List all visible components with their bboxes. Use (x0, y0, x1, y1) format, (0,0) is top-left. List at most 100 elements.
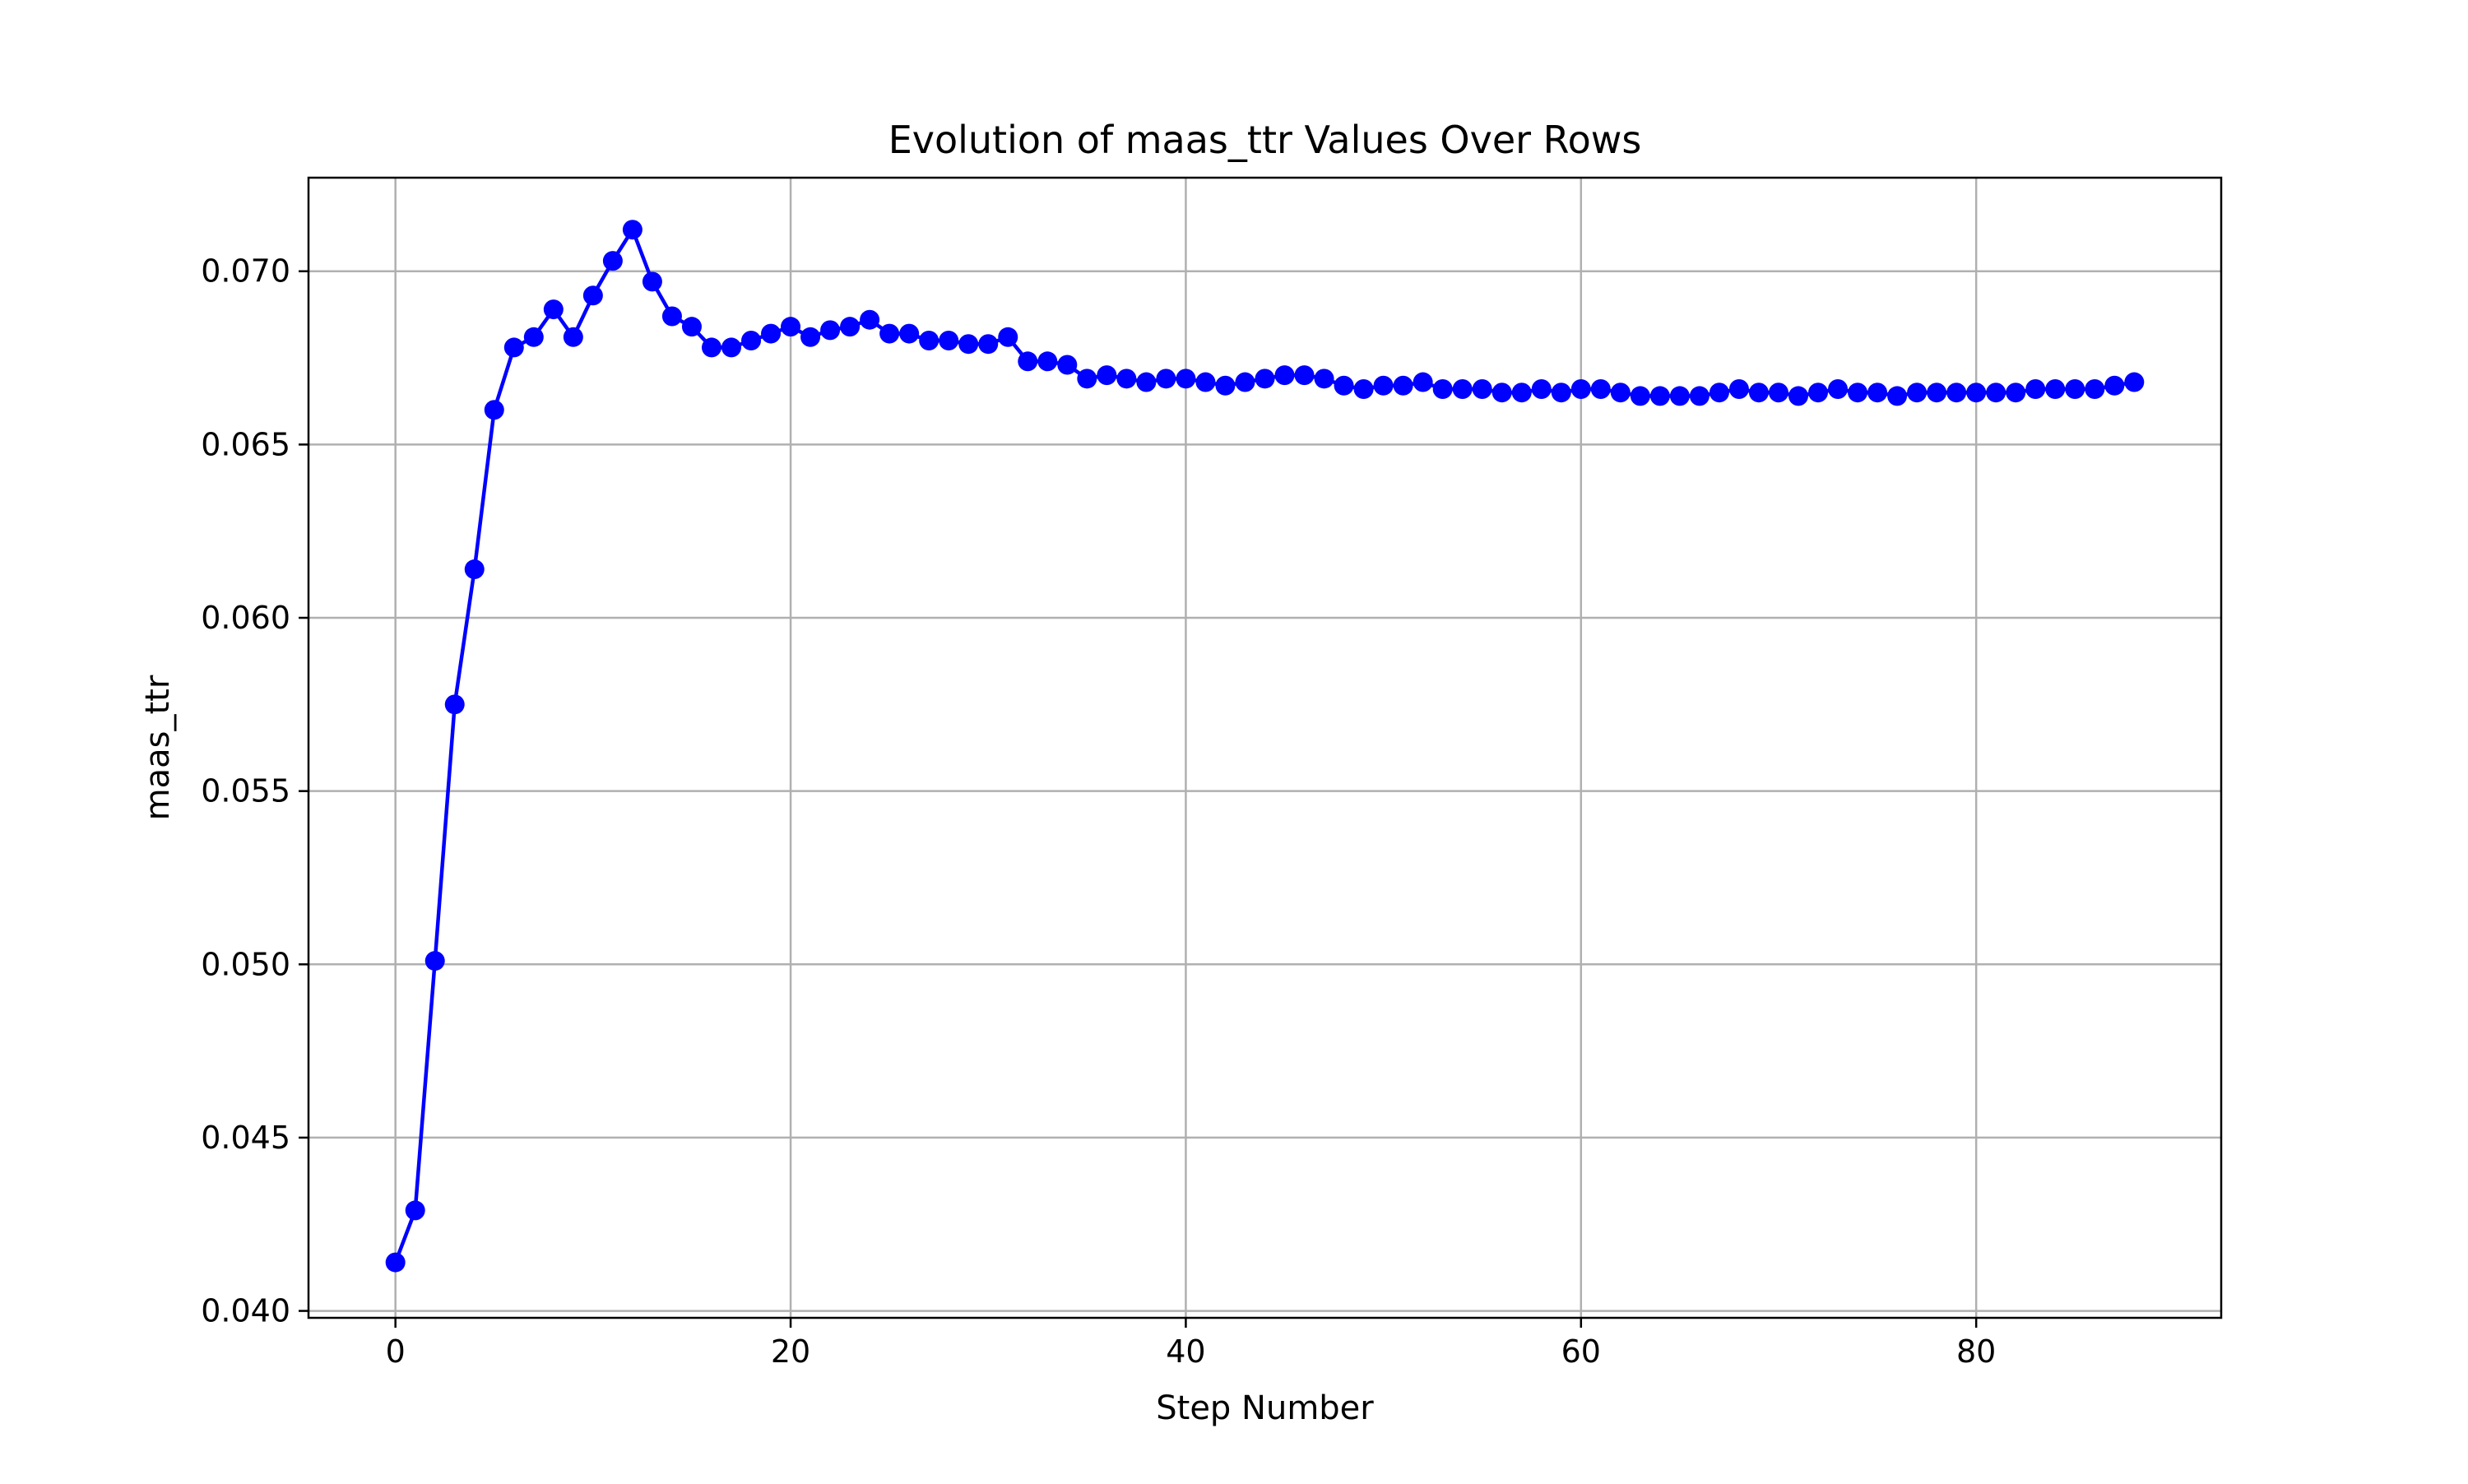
data-point (424, 951, 445, 972)
data-point (781, 317, 801, 337)
data-point (1176, 369, 1196, 389)
x-tick-label: 20 (771, 1333, 810, 1370)
data-point (998, 327, 1018, 347)
data-point (1077, 369, 1097, 389)
data-point (1669, 386, 1690, 406)
y-tick-label: 0.070 (201, 253, 290, 290)
data-point (1195, 372, 1216, 392)
data-point (1373, 375, 1394, 396)
grid-lines (308, 178, 2221, 1318)
data-point (1274, 365, 1295, 386)
data-point (1037, 351, 1058, 372)
data-point (741, 331, 762, 350)
x-tick-label: 80 (1956, 1333, 1996, 1370)
x-tick-label: 0 (386, 1333, 406, 1370)
data-point (622, 220, 643, 240)
chart-title: Evolution of maas_ttr Values Over Rows (888, 118, 1642, 162)
data-point (543, 299, 564, 320)
data-point (2124, 372, 2145, 392)
x-axis-label: Step Number (1156, 1389, 1374, 1427)
data-point (1215, 375, 1236, 396)
data-point (1097, 365, 1117, 386)
data-point (1353, 378, 1374, 399)
data-point (385, 1252, 406, 1273)
data-point (1848, 383, 1868, 403)
data-point (919, 331, 939, 350)
data-point (444, 694, 465, 715)
data-point (681, 317, 702, 337)
data-point (1966, 383, 1987, 403)
data-point (1334, 375, 1354, 396)
data-point (1986, 383, 2006, 403)
data-point (2045, 378, 2066, 399)
data-point (1788, 386, 1808, 406)
data-point (1610, 383, 1631, 403)
data-point (1314, 369, 1334, 389)
data-point (563, 327, 583, 347)
plot-area-background (308, 178, 2221, 1318)
y-tick-label: 0.065 (201, 426, 290, 462)
data-point (1531, 378, 1552, 399)
data-point (1748, 383, 1769, 403)
data-point (1887, 386, 1908, 406)
data-point (1413, 372, 1433, 392)
data-point (1491, 383, 1512, 403)
data-series (385, 220, 2145, 1273)
data-point (464, 559, 485, 580)
data-point (1511, 383, 1532, 403)
data-point (523, 327, 544, 347)
data-point (1235, 372, 1255, 392)
y-tick-label: 0.040 (201, 1293, 290, 1329)
data-point (2065, 378, 2085, 399)
y-tick-label: 0.050 (201, 946, 290, 982)
data-point (1018, 351, 1038, 372)
data-point (1689, 386, 1710, 406)
data-point (1472, 378, 1492, 399)
data-point (939, 331, 959, 350)
y-axis-label: maas_ttr (139, 675, 177, 820)
data-point (1808, 383, 1829, 403)
data-point (1728, 378, 1749, 399)
y-tick-label: 0.060 (201, 600, 290, 636)
data-point (1907, 383, 1928, 403)
data-point (978, 334, 999, 355)
data-point (1630, 386, 1650, 406)
data-point (1927, 383, 1947, 403)
data-point (1432, 378, 1453, 399)
data-point (1867, 383, 1888, 403)
y-tick-label: 0.055 (201, 773, 290, 809)
data-point (1570, 378, 1591, 399)
data-point (1255, 369, 1275, 389)
plot-area-frame (307, 176, 2223, 1319)
data-point (642, 271, 662, 292)
data-point (2104, 375, 2125, 396)
axis-ticks: 0 20 40 60 80 0.040 0.045 0.050 0.055 0.060 0.065 0… (201, 253, 1996, 1370)
data-point (503, 337, 524, 358)
data-point (405, 1200, 425, 1221)
data-point (840, 317, 861, 337)
data-point (1136, 372, 1157, 392)
data-point (1057, 355, 1078, 375)
data-point (2085, 378, 2105, 399)
data-point (2006, 383, 2026, 403)
x-tick-label: 60 (1561, 1333, 1601, 1370)
data-point (1828, 378, 1849, 399)
data-point (899, 323, 920, 344)
data-point (1452, 378, 1473, 399)
data-point (1649, 386, 1670, 406)
data-point (860, 309, 880, 330)
y-tick-label: 0.045 (201, 1120, 290, 1156)
data-point (800, 327, 821, 347)
data-point (701, 337, 721, 358)
data-point (1116, 369, 1137, 389)
data-point (1551, 383, 1571, 403)
data-point (1946, 383, 1967, 403)
data-point (958, 334, 979, 355)
data-point (661, 306, 682, 327)
data-point (1768, 383, 1788, 403)
x-tick-label: 40 (1166, 1333, 1205, 1370)
data-point (1709, 383, 1729, 403)
data-point (1590, 378, 1611, 399)
